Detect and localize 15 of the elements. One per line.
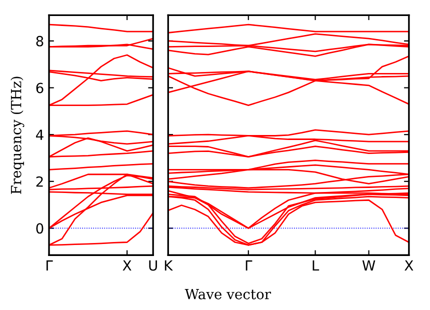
x-tick-label: L xyxy=(312,260,320,271)
x-tick-label: K xyxy=(164,260,173,271)
y-tick-label: 6 xyxy=(36,82,44,94)
y-tick-label: 8 xyxy=(36,36,44,46)
y-axis-title: Frequency (THz) xyxy=(10,76,24,194)
x-tick-label: Γ xyxy=(46,260,53,271)
y-tick-label: 4 xyxy=(36,130,44,140)
x-tick-label: X xyxy=(122,260,132,271)
x-tick-label: Γ xyxy=(246,260,252,271)
x-axis-title: Wave vector xyxy=(184,289,272,300)
x-tick-label: X xyxy=(404,260,414,271)
x-tick-label: U xyxy=(149,260,157,271)
y-tick-label: 2 xyxy=(36,176,43,187)
y-tick-label: 0 xyxy=(36,223,44,234)
x-tick-label: W xyxy=(362,260,376,271)
